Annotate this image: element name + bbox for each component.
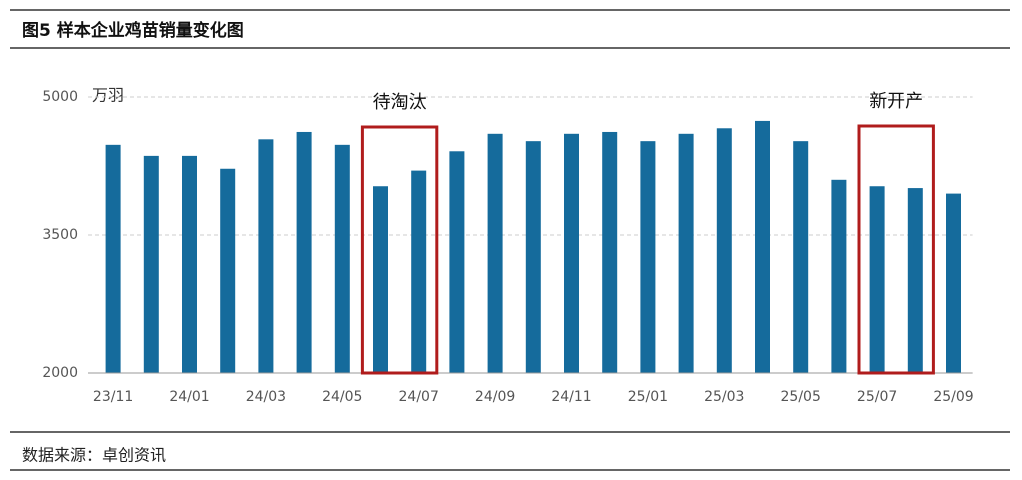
x-tick-label: 24/01 xyxy=(169,389,209,405)
x-tick-label: 25/05 xyxy=(781,389,821,405)
bar xyxy=(220,168,236,373)
bar xyxy=(678,133,694,373)
bar xyxy=(602,131,618,373)
bar xyxy=(373,186,388,373)
x-tick-label: 24/07 xyxy=(399,389,439,405)
x-tick-label: 24/05 xyxy=(322,389,362,405)
x-tick-label: 24/11 xyxy=(551,389,591,405)
y-tick-label: 5000 xyxy=(42,89,78,105)
bar xyxy=(334,144,350,373)
bar xyxy=(182,155,197,373)
bar xyxy=(831,179,847,373)
bar xyxy=(258,139,274,373)
bar xyxy=(946,193,961,373)
bar xyxy=(716,128,732,373)
source: 数据来源：卓创资讯 xyxy=(22,446,166,465)
highlight-box xyxy=(360,125,439,375)
x-tick-label: 25/03 xyxy=(704,389,744,405)
bar xyxy=(143,155,159,373)
annotation: 待淘汰 xyxy=(373,92,427,113)
bar xyxy=(296,131,312,373)
bar xyxy=(487,133,503,373)
x-tick-label: 25/09 xyxy=(933,389,973,405)
bar xyxy=(525,141,541,373)
bar xyxy=(105,144,121,373)
x-tick-label: 25/01 xyxy=(628,389,668,405)
x-tick-label: 24/03 xyxy=(246,389,286,405)
y-tick-label: 2000 xyxy=(42,365,78,381)
bar xyxy=(411,170,427,373)
y-tick-label: 3500 xyxy=(42,227,78,243)
x-tick-label: 23/11 xyxy=(93,389,133,405)
annotation: 新开产 xyxy=(869,91,923,112)
bar xyxy=(907,188,923,373)
bar xyxy=(755,120,770,373)
chart-title: 图5 样本企业鸡苗销量变化图 xyxy=(22,20,244,41)
highlight-box xyxy=(857,124,935,375)
y-axis-label: 万羽 xyxy=(92,86,124,105)
bar xyxy=(793,141,809,373)
x-tick-label: 25/07 xyxy=(857,389,897,405)
bar xyxy=(449,151,465,373)
x-tick-label: 24/09 xyxy=(475,389,515,405)
bar xyxy=(640,141,656,373)
bar xyxy=(564,133,579,373)
bar xyxy=(869,186,885,373)
